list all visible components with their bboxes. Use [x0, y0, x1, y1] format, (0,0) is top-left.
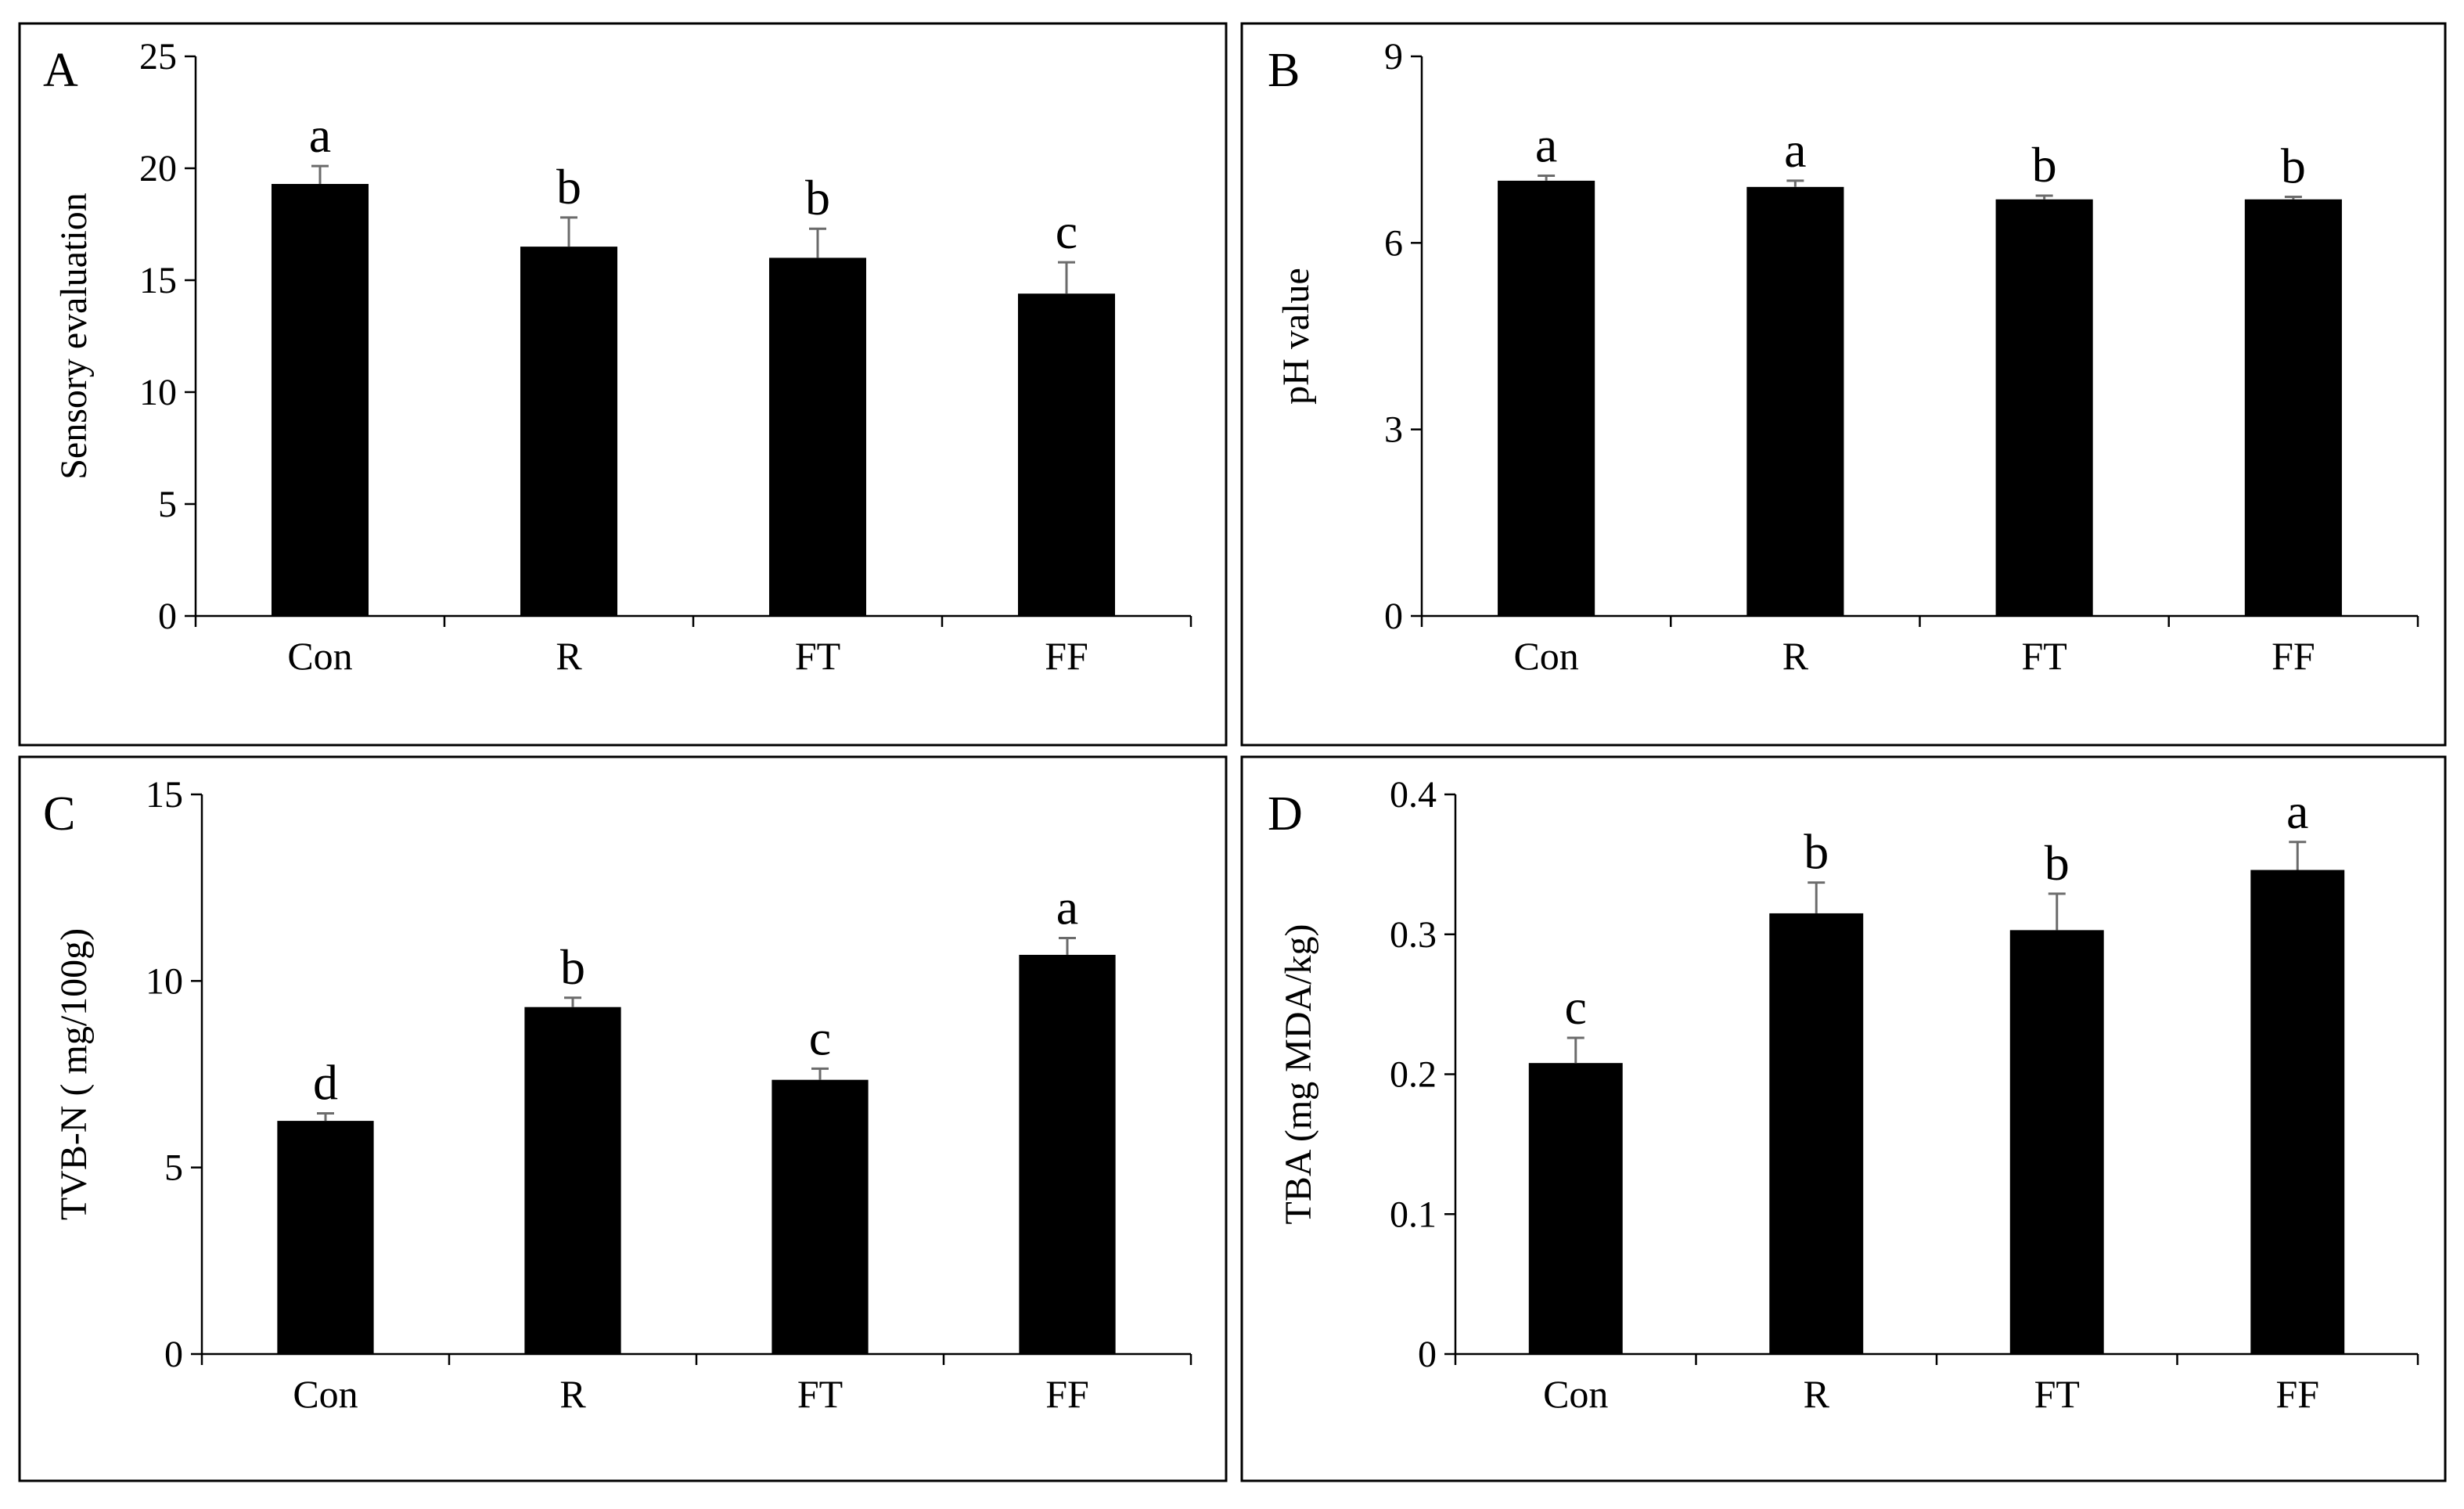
x-category-label: R — [1804, 1372, 1830, 1416]
y-tick-label: 0.3 — [1390, 914, 1437, 956]
x-category-label: Con — [1543, 1372, 1608, 1416]
x-category-label: FT — [2034, 1372, 2080, 1416]
bar — [1746, 186, 1844, 617]
x-category-label: FF — [2275, 1372, 2319, 1416]
panel-frame — [18, 755, 1228, 1482]
y-axis-label: TBA (mg MDA/kg) — [1278, 924, 1319, 1225]
significance-label: b — [2045, 835, 2070, 891]
significance-label: a — [1535, 117, 1557, 173]
significance-label: b — [1804, 824, 1829, 880]
x-category-label: R — [1782, 634, 1809, 678]
x-category-label: Con — [293, 1372, 358, 1416]
bar — [1528, 1063, 1623, 1354]
panel-D: D 0 0.1 0.2 0.3 0.4 TBA (mg MDA/kg) c Con b Rb FT a F… — [1240, 755, 2447, 1482]
y-tick-label: 3 — [1384, 409, 1403, 451]
panel-frame — [1240, 22, 2447, 747]
bar — [768, 258, 867, 616]
x-category-label: R — [556, 634, 582, 678]
significance-label: a — [1056, 880, 1078, 935]
significance-label: a — [1784, 122, 1806, 178]
significance-label: a — [2286, 783, 2308, 839]
significance-label: b — [805, 170, 830, 225]
bar — [271, 184, 369, 616]
x-category-label: FT — [2021, 634, 2067, 678]
significance-label: d — [313, 1055, 338, 1111]
panel-A: A 0 5 10 15 20 25 Sensory evaluation a Con b Rb FT c F… — [18, 22, 1228, 747]
panel-frame — [18, 22, 1228, 747]
bar — [277, 1121, 374, 1354]
y-tick-label: 0.1 — [1390, 1194, 1437, 1235]
x-category-label: Con — [287, 634, 352, 678]
y-tick-label: 15 — [146, 774, 183, 816]
panel-C: C 0 5 10 15 TVB-N ( mg/100g) d Con b Rc FT a FF — [18, 755, 1228, 1482]
significance-label: b — [560, 939, 585, 995]
x-category-label: FF — [1045, 1372, 1089, 1416]
y-tick-label: 25 — [139, 36, 177, 77]
significance-label: a — [309, 107, 331, 163]
bar — [520, 247, 618, 616]
bar — [2250, 870, 2345, 1354]
significance-label: c — [809, 1010, 831, 1065]
x-category-label: FT — [795, 634, 840, 678]
y-axis-label: pH value — [1275, 268, 1317, 405]
panel-B: B 0 3 6 9 pH value a Con a Rb FT b FF — [1240, 22, 2447, 747]
bar — [524, 1007, 621, 1354]
x-category-label: FF — [1045, 634, 1088, 678]
y-tick-label: 10 — [146, 960, 183, 1002]
bar — [1498, 180, 1595, 616]
significance-label: c — [1056, 203, 1077, 259]
panel-letter: A — [43, 44, 78, 97]
bar — [2009, 930, 2104, 1354]
bar — [772, 1079, 869, 1354]
significance-label: b — [2281, 139, 2306, 194]
y-axis-label: Sensory evaluation — [53, 193, 95, 480]
panel-letter: B — [1268, 44, 1300, 97]
panel-letter: C — [43, 787, 75, 841]
y-tick-label: 5 — [164, 1147, 183, 1189]
bar — [2244, 199, 2342, 616]
y-tick-label: 0 — [1418, 1334, 1437, 1375]
y-tick-label: 6 — [1384, 222, 1403, 264]
x-category-label: Con — [1513, 634, 1578, 678]
y-tick-label: 0 — [164, 1334, 183, 1375]
y-tick-label: 0.2 — [1390, 1054, 1437, 1096]
y-tick-label: 20 — [139, 148, 177, 189]
y-axis-label: TVB-N ( mg/100g) — [53, 928, 95, 1220]
y-tick-label: 0.4 — [1390, 774, 1437, 816]
significance-label: b — [2032, 137, 2057, 193]
y-tick-label: 0 — [158, 596, 177, 637]
x-category-label: R — [559, 1372, 586, 1416]
bar — [1019, 954, 1116, 1354]
significance-label: c — [1565, 979, 1587, 1035]
bar — [1769, 913, 1864, 1354]
panel-frame — [1240, 755, 2447, 1482]
bar — [1017, 294, 1116, 616]
y-tick-label: 10 — [139, 372, 177, 413]
y-tick-label: 5 — [158, 484, 177, 525]
panel-letter: D — [1268, 787, 1303, 841]
x-category-label: FF — [2272, 634, 2315, 678]
y-tick-label: 15 — [139, 260, 177, 301]
x-category-label: FT — [797, 1372, 843, 1416]
bar — [1995, 199, 2093, 616]
y-tick-label: 9 — [1384, 36, 1403, 77]
significance-label: b — [556, 159, 581, 214]
y-tick-label: 0 — [1384, 596, 1403, 637]
